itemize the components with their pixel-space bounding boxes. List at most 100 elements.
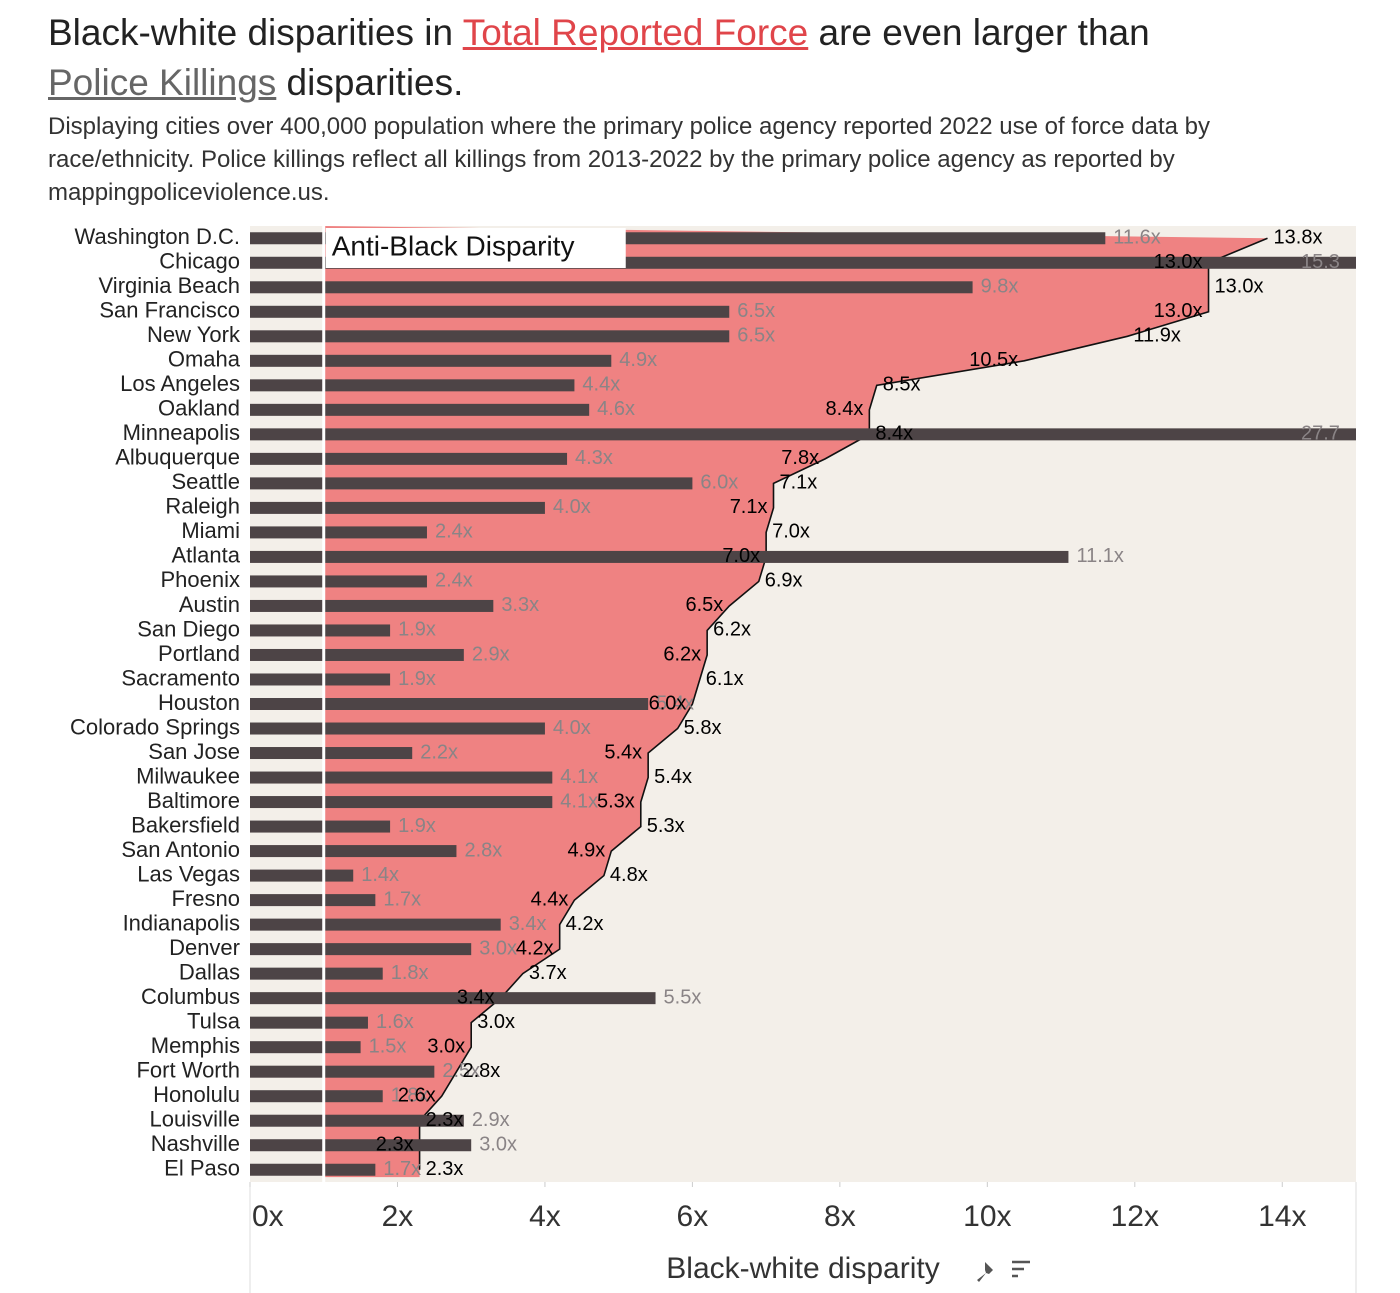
y-tick-label: Dallas <box>179 959 240 984</box>
bar <box>250 796 553 809</box>
bar <box>250 428 1356 441</box>
force-label: 6.0x <box>649 692 687 714</box>
y-tick-label: Atlanta <box>172 543 241 568</box>
force-label: 13.0x <box>1154 251 1203 273</box>
chart-title: Black-white disparities in Total Reporte… <box>48 8 1358 108</box>
bar-label: 11.1x <box>1076 545 1123 567</box>
force-label: 3.7x <box>529 962 567 984</box>
bar <box>250 869 354 882</box>
y-tick-label: Bakersfield <box>131 812 240 837</box>
y-tick-label: Virginia Beach <box>99 273 240 298</box>
bar <box>250 673 391 686</box>
bar <box>250 918 501 931</box>
y-tick-label: Chicago <box>159 249 240 274</box>
annotation: Anti-Black Disparity <box>332 230 575 261</box>
force-label: 7.1x <box>780 472 818 494</box>
y-tick-label: Las Vegas <box>137 861 240 886</box>
y-tick-label: Sacramento <box>121 665 240 690</box>
bar-label: 1.6x <box>376 1011 414 1033</box>
force-label: 3.0x <box>477 1011 515 1033</box>
force-label: 11.9x <box>1133 325 1180 347</box>
bar-label: 6.5x <box>737 300 775 322</box>
force-label: 6.5x <box>685 594 723 616</box>
y-tick-label: Washington D.C. <box>75 224 240 249</box>
bar <box>250 1016 368 1029</box>
bar <box>250 698 649 710</box>
force-label: 5.8x <box>684 717 722 739</box>
bar <box>250 354 612 367</box>
axis-icons[interactable] <box>977 1260 1030 1282</box>
bar <box>250 1041 361 1054</box>
x-tick-label: 10x <box>963 1200 1011 1233</box>
bar <box>250 943 472 956</box>
bar <box>250 820 391 833</box>
bar <box>250 894 376 907</box>
bar <box>250 747 413 760</box>
force-label: 2.3x <box>426 1109 464 1131</box>
force-label: 6.2x <box>713 619 751 641</box>
bar <box>250 771 553 784</box>
bar <box>250 526 427 539</box>
bar-label: 27.7 <box>1301 423 1340 445</box>
y-tick-label: San Antonio <box>121 837 240 862</box>
force-label: 2.8x <box>462 1060 500 1082</box>
y-tick-label: New York <box>147 322 241 347</box>
bar-label: 3.0x <box>479 1134 517 1156</box>
subtitle: Displaying cities over 400,000 populatio… <box>48 113 1211 206</box>
bar-label: 1.9x <box>398 619 436 641</box>
force-label: 2.6x <box>398 1084 436 1106</box>
title-text: Black-white disparities in <box>48 12 463 53</box>
bar-label: 4.0x <box>553 496 591 518</box>
force-label: 8.4x <box>875 423 913 445</box>
bar-label: 11.6x <box>1113 227 1160 249</box>
bar <box>250 501 545 514</box>
bar-label: 2.5x <box>442 1060 480 1082</box>
y-tick-label: Raleigh <box>165 494 240 519</box>
pin-icon[interactable] <box>977 1262 993 1282</box>
bar-label: 6.5x <box>737 325 775 347</box>
force-label: 10.5x <box>969 349 1018 371</box>
y-tick-label: Albuquerque <box>115 445 240 470</box>
y-tick-label: Fort Worth <box>136 1058 240 1083</box>
x-tick-label: 6x <box>677 1200 709 1233</box>
y-tick-label: Los Angeles <box>120 371 240 396</box>
force-label: 4.9x <box>567 839 605 861</box>
force-label: 5.4x <box>604 741 642 763</box>
bar-label: 4.0x <box>553 717 591 739</box>
y-tick-label: Memphis <box>151 1033 240 1058</box>
force-label: 7.1x <box>730 496 768 518</box>
y-tick-label: Miami <box>181 518 240 543</box>
y-tick-label: Seattle <box>172 469 241 494</box>
title-text: disparities. <box>276 62 464 103</box>
force-label: 6.9x <box>765 570 803 592</box>
force-label: 6.2x <box>663 643 701 665</box>
bar-label: 2.8x <box>464 839 502 861</box>
bar <box>250 1114 464 1127</box>
bar <box>250 550 1069 563</box>
y-tick-label: Louisville <box>150 1107 241 1132</box>
bar-label: 4.9x <box>619 349 657 371</box>
bar <box>250 281 973 294</box>
y-tick-label: Oakland <box>158 396 240 421</box>
bar <box>250 403 590 416</box>
y-tick-label: Columbus <box>141 984 240 1009</box>
y-tick-label: San Francisco <box>99 298 240 323</box>
bar-label: 5.5x <box>664 986 702 1008</box>
bar-label: 3.4x <box>509 913 547 935</box>
bar-label: 1.8x <box>391 962 429 984</box>
y-tick-label: Portland <box>158 641 240 666</box>
force-label: 6.1x <box>706 668 744 690</box>
y-tick-label: Phoenix <box>160 567 240 592</box>
y-tick-label: Baltimore <box>147 788 240 813</box>
bar-label: 1.7x <box>383 888 421 910</box>
bar <box>250 722 545 735</box>
y-tick-label: El Paso <box>164 1156 240 1181</box>
x-tick-label: 8x <box>824 1200 856 1233</box>
bar-label: 1.8x <box>391 1084 429 1106</box>
bar-label: 1.4x <box>361 864 399 886</box>
bar <box>250 648 464 661</box>
force-label: 5.4x <box>654 766 692 788</box>
bar-label: 1.7x <box>383 1158 421 1180</box>
sort-icon[interactable] <box>1012 1260 1030 1278</box>
force-label: 3.4x <box>457 986 495 1008</box>
